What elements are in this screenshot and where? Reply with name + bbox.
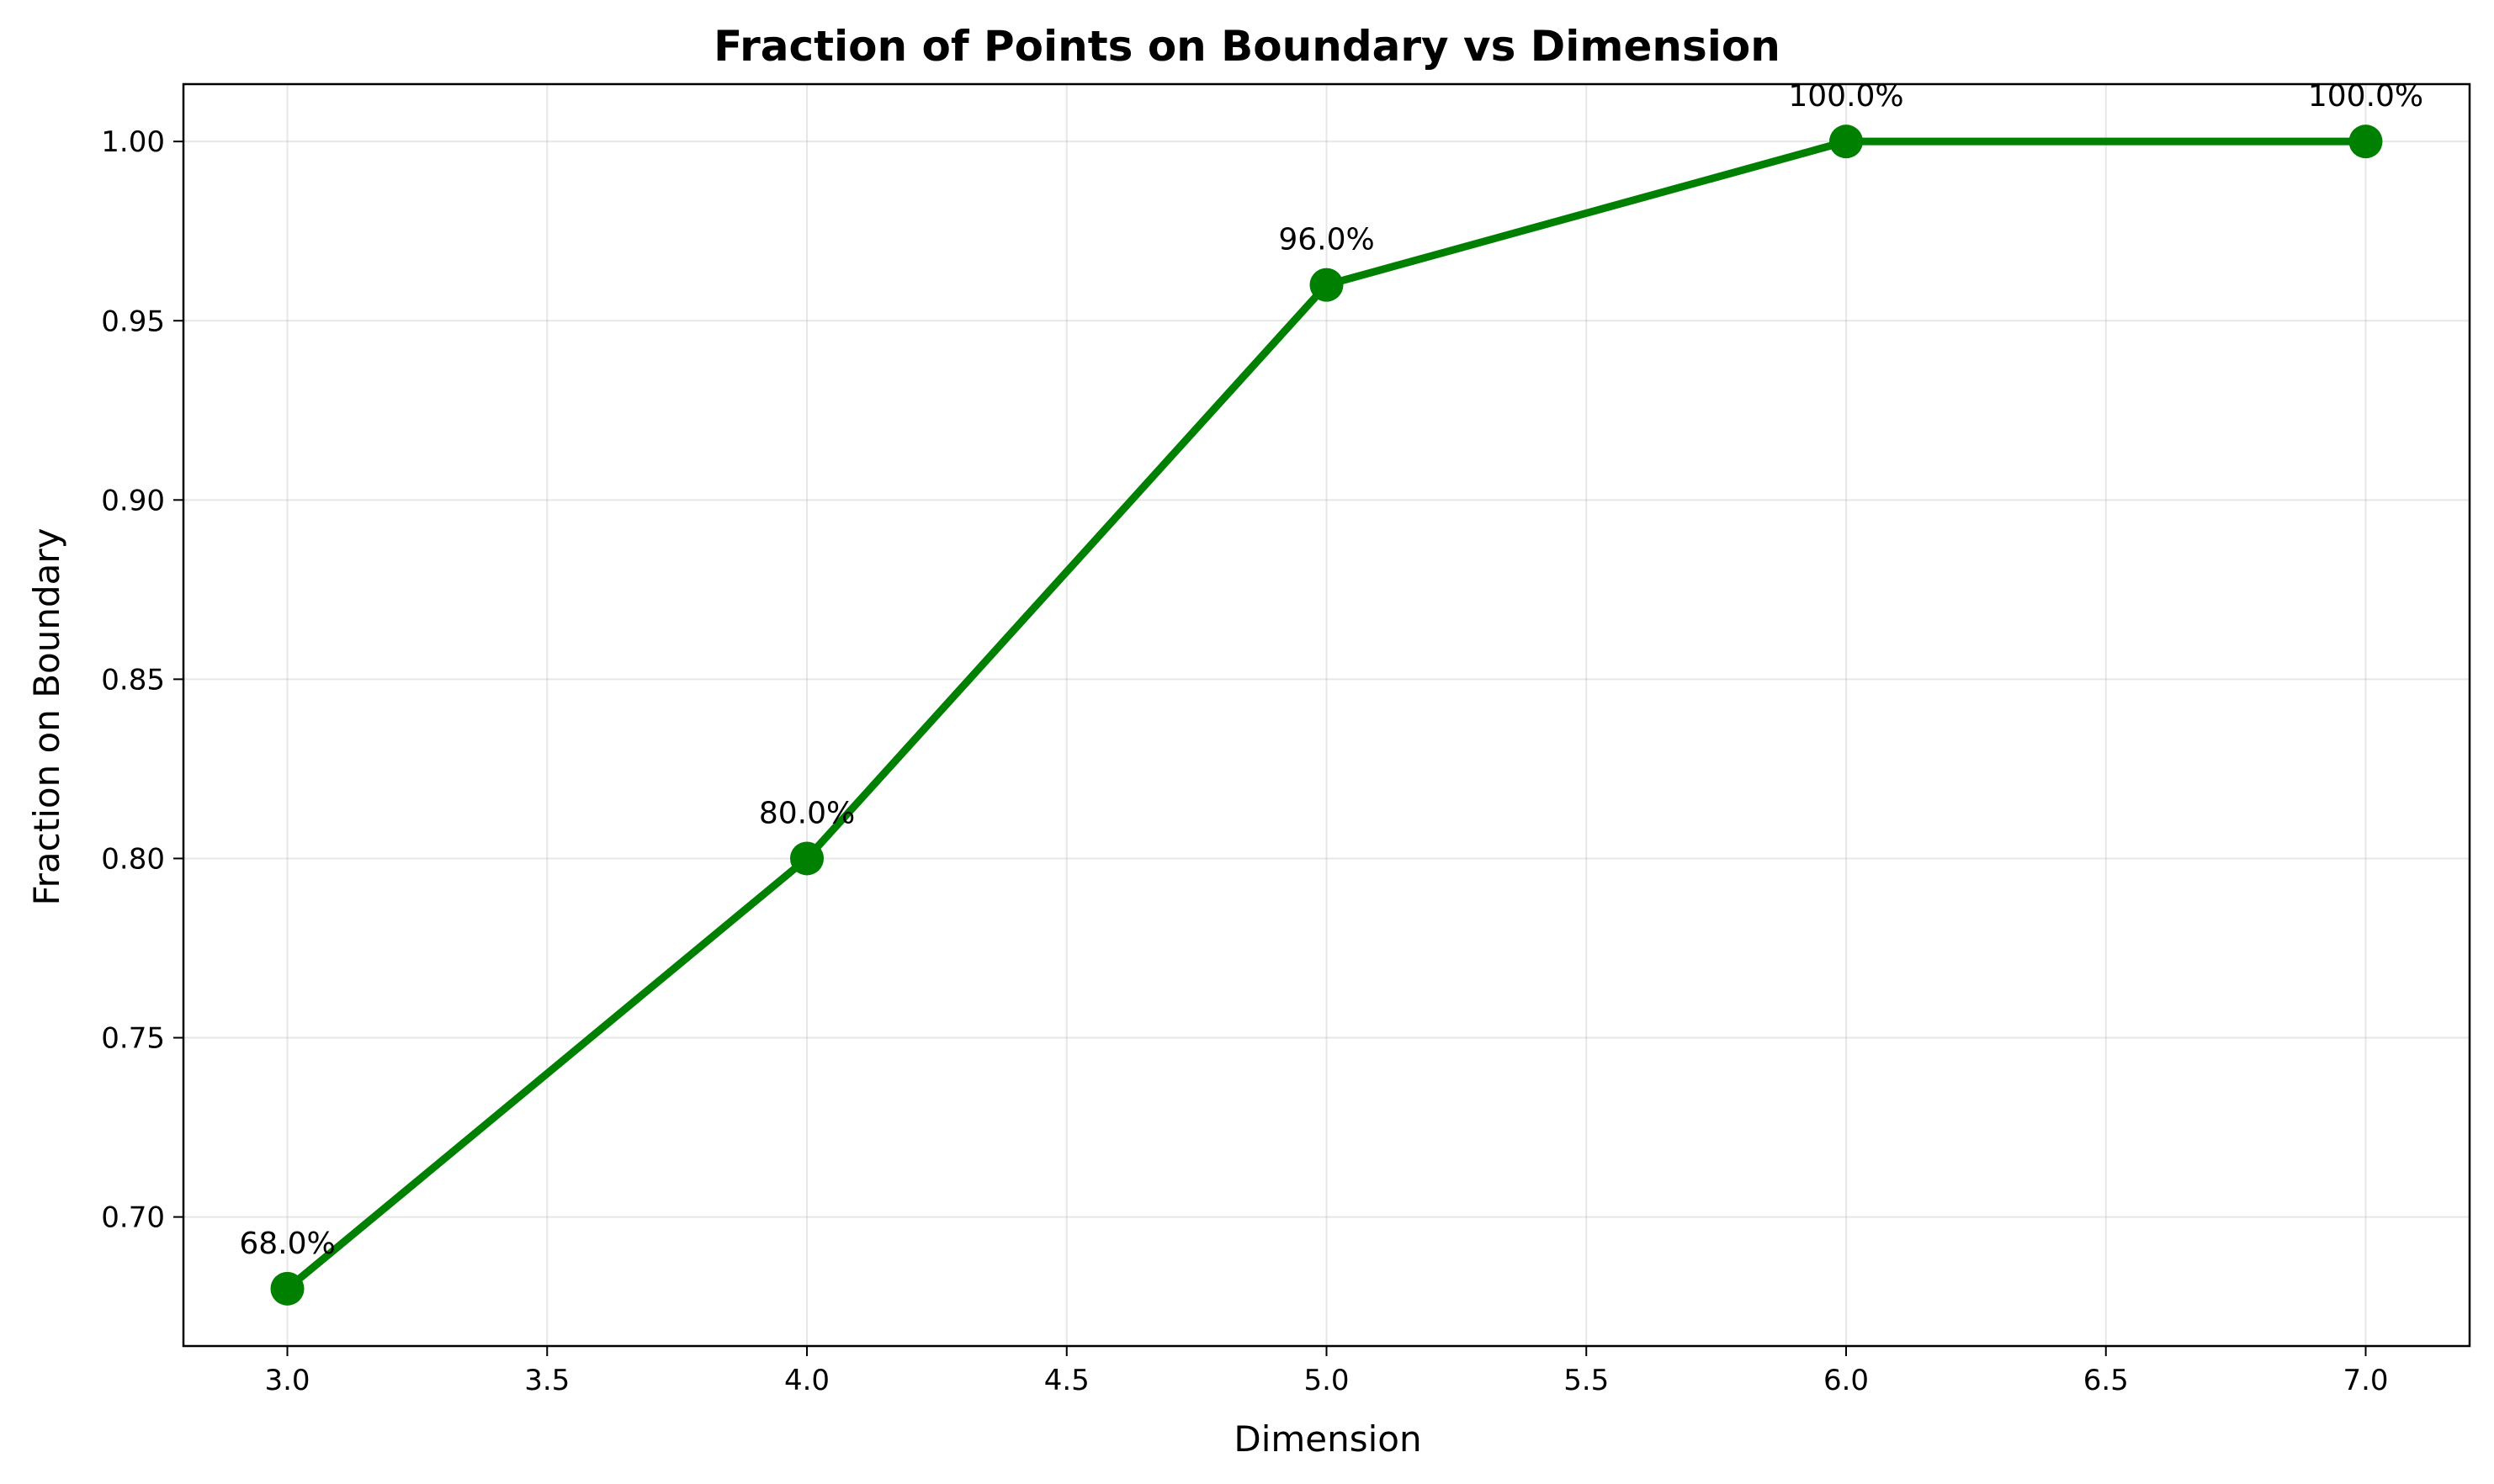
data-label: 80.0% xyxy=(759,796,855,830)
x-tick-label: 4.5 xyxy=(1044,1364,1090,1397)
x-tick-label: 6.5 xyxy=(2083,1364,2129,1397)
data-label: 68.0% xyxy=(239,1227,335,1261)
x-tick-label: 4.0 xyxy=(784,1364,830,1397)
grid xyxy=(183,84,2470,1346)
y-tick-label: 1.00 xyxy=(101,125,165,159)
y-tick-label: 0.95 xyxy=(101,305,165,338)
axes-ticks: 3.0 3.5 4.0 4.5 5.0 5.5 6.0 6.5 7.0 0.70 0.75 0.80 0… xyxy=(101,125,2388,1397)
data-point xyxy=(270,1271,305,1306)
x-tick-label: 7.0 xyxy=(2343,1364,2388,1397)
y-tick-label: 0.70 xyxy=(101,1201,165,1235)
data-label: 100.0% xyxy=(2308,79,2423,114)
x-tick-label: 3.5 xyxy=(524,1364,570,1397)
data-labels: 68.0% 80.0% 96.0% 100.0% 100.0% xyxy=(239,79,2423,1261)
chart-title: Fraction of Points on Boundary vs Dimens… xyxy=(714,22,1780,71)
y-axis-label: Fraction on Boundary xyxy=(26,528,67,906)
y-tick-label: 0.85 xyxy=(101,663,165,697)
y-tick-label: 0.75 xyxy=(101,1022,165,1056)
y-tick-label: 0.90 xyxy=(101,484,165,517)
series-layer xyxy=(270,125,2383,1306)
data-point xyxy=(790,841,824,876)
data-point xyxy=(1829,125,1863,159)
data-point xyxy=(2348,125,2383,159)
x-tick-label: 6.0 xyxy=(1823,1364,1869,1397)
x-tick-label: 5.5 xyxy=(1563,1364,1609,1397)
x-tick-label: 3.0 xyxy=(264,1364,310,1397)
data-point xyxy=(1309,268,1344,302)
data-label: 100.0% xyxy=(1788,79,1903,114)
y-tick-label: 0.80 xyxy=(101,842,165,876)
data-label: 96.0% xyxy=(1278,223,1374,257)
x-axis-label: Dimension xyxy=(1234,1418,1421,1460)
x-tick-label: 5.0 xyxy=(1303,1364,1349,1397)
